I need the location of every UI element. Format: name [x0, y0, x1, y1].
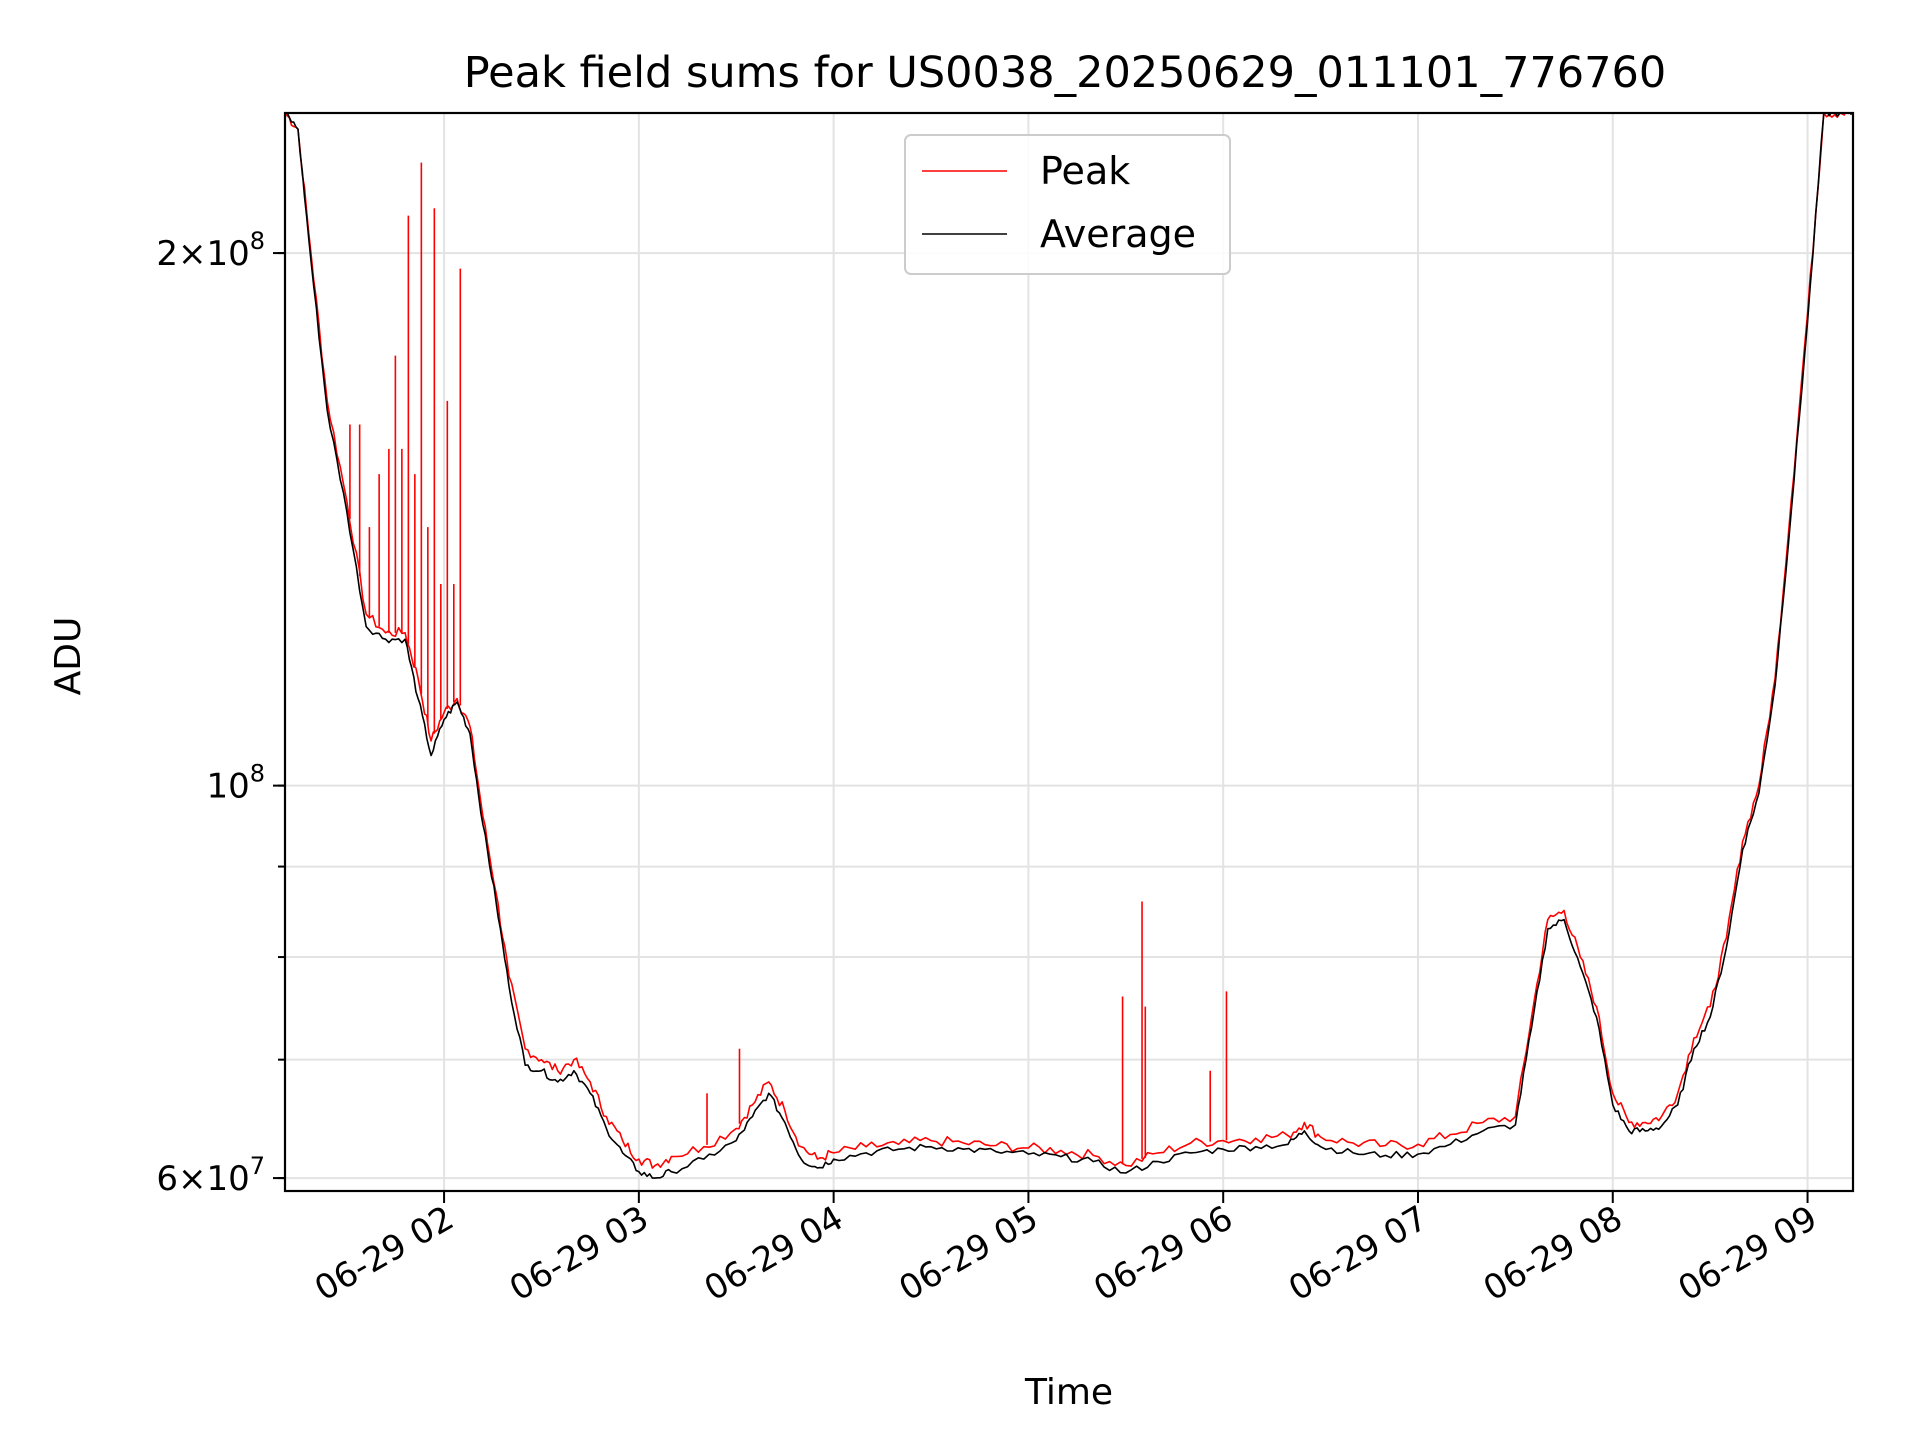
legend-box	[904, 134, 1231, 275]
y-tick-label: 2×108	[156, 227, 265, 274]
legend-label-peak: Peak	[1040, 149, 1130, 193]
legend-label-average: Average	[1040, 212, 1196, 256]
x-axis-label: Time	[1024, 1372, 1113, 1413]
chart-title: Peak field sums for US0038_20250629_0111…	[464, 48, 1667, 98]
y-axis: 6×107 108 2×108	[156, 227, 285, 1199]
series-line-average	[285, 113, 1853, 1179]
legend: Peak Average	[904, 134, 1231, 275]
y-tick-label: 108	[206, 760, 265, 807]
y-tick-label: 6×107	[156, 1152, 265, 1199]
plot-area	[285, 113, 1853, 1179]
series-line-peak	[285, 113, 1853, 1169]
plot-frame	[283, 111, 1855, 1193]
y-axis-label: ADU	[48, 617, 89, 696]
